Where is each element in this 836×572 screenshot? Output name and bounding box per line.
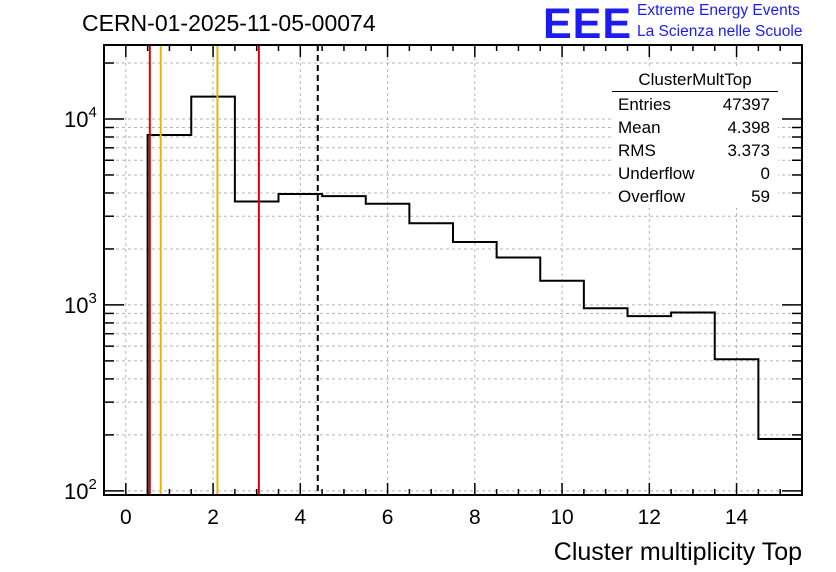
x-tick-label: 0 [120, 506, 132, 529]
histogram-outline [146, 95, 802, 495]
histogram-bin [671, 313, 715, 495]
stats-label: Mean [618, 118, 661, 137]
histogram-bin [584, 308, 628, 495]
logo-subtitle-1: Extreme Energy Events [637, 2, 800, 19]
histogram-bin [628, 316, 672, 495]
stats-value: 47397 [722, 95, 770, 114]
x-tick-label: 8 [469, 506, 481, 529]
x-tick-label: 2 [207, 506, 219, 529]
stats-row-entries: Entries 47397 [612, 93, 778, 116]
x-tick-label: 14 [725, 506, 749, 529]
histogram-bin [758, 439, 802, 495]
x-tick-label: 10 [550, 506, 573, 529]
histogram-bin [148, 135, 192, 495]
stats-row-underflow: Underflow 0 [612, 162, 778, 185]
histogram-bin [279, 194, 323, 495]
y-tick-label: 102 [64, 476, 97, 504]
stats-row-mean: Mean 4.398 [612, 116, 778, 139]
logo-subtitle-2: La Scienza nelle Scuole [637, 23, 803, 40]
histogram-bin [540, 281, 584, 495]
stats-title: ClusterMultTop [612, 68, 778, 92]
stats-label: Entries [618, 95, 671, 114]
histogram-bin [235, 201, 279, 495]
x-axis-label: Cluster multiplicity Top [554, 538, 802, 566]
stats-value: 4.398 [727, 118, 770, 137]
histogram-bin [497, 257, 541, 495]
histogram-bin [409, 223, 453, 495]
histogram-bin [715, 359, 759, 495]
stats-row-overflow: Overflow 59 [612, 185, 778, 208]
x-tick-label: 6 [382, 506, 394, 529]
stats-row-rms: RMS 3.373 [612, 139, 778, 162]
y-tick-label: 104 [64, 104, 97, 132]
histogram-bin [366, 204, 410, 495]
stats-label: Underflow [618, 164, 695, 183]
stats-label: Overflow [618, 187, 686, 206]
stats-label: RMS [618, 141, 656, 160]
x-tick-label: 12 [638, 506, 661, 529]
eee-logo: EEE [543, 0, 633, 48]
histogram-bin [191, 97, 235, 495]
x-tick-label: 4 [294, 506, 306, 529]
histogram-bin [453, 242, 497, 495]
y-tick-label: 103 [64, 290, 97, 318]
run-title: CERN-01-2025-11-05-00074 [82, 10, 376, 36]
stats-value: 3.373 [727, 141, 770, 160]
stats-value: 59 [751, 187, 770, 206]
stats-value: 0 [760, 164, 770, 183]
histogram-bin [322, 196, 366, 495]
stats-box: ClusterMultTop Entries 47397 Mean 4.398 … [612, 68, 778, 208]
